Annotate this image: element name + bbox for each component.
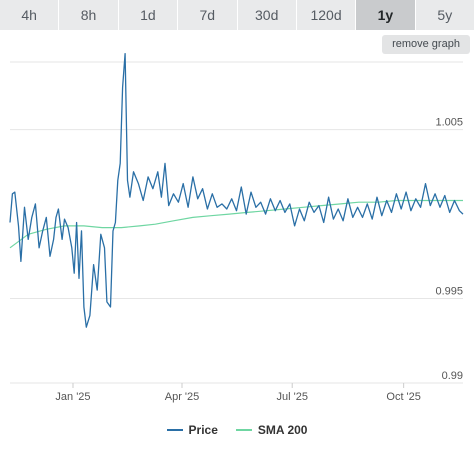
sma-series-line: [9, 199, 463, 249]
legend-item-sma[interactable]: SMA 200: [235, 423, 308, 437]
legend-item-price[interactable]: Price: [166, 423, 218, 437]
tab-30d[interactable]: 30d: [237, 0, 297, 30]
y-tick-label: 0.99: [442, 370, 463, 382]
y-tick-label: 1.005: [435, 117, 463, 129]
legend-swatch-sma: [235, 429, 252, 431]
legend-label-sma: SMA 200: [257, 423, 308, 437]
remove-graph-button[interactable]: remove graph: [382, 35, 470, 54]
tab-5y[interactable]: 5y: [415, 0, 474, 30]
legend-label-price: Price: [188, 423, 218, 437]
tab-7d[interactable]: 7d: [178, 0, 238, 30]
timeframe-tabs: 4h 8h 1d 7d 30d 120d 1y 5y: [0, 0, 474, 30]
chart-legend: Price SMA 200: [0, 421, 474, 439]
x-tick-label: Jan '25: [55, 391, 90, 403]
price-series-line: [9, 52, 464, 328]
tab-120d[interactable]: 120d: [296, 0, 357, 30]
legend-swatch-price: [166, 429, 183, 431]
tab-1d[interactable]: 1d: [118, 0, 179, 30]
tab-4h[interactable]: 4h: [0, 0, 60, 30]
x-tick-label: Oct '25: [386, 391, 421, 403]
tab-8h[interactable]: 8h: [59, 0, 119, 30]
x-tick-label: Jul '25: [276, 391, 307, 403]
x-tick-label: Apr '25: [165, 391, 200, 403]
tab-1y[interactable]: 1y: [356, 0, 416, 30]
y-tick-label: 0.995: [435, 286, 463, 298]
